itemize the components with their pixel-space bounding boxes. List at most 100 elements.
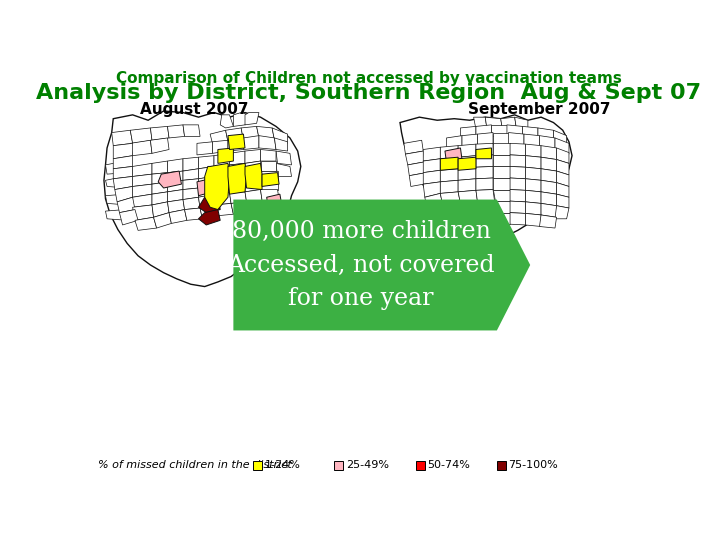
Polygon shape [197, 142, 212, 155]
Polygon shape [427, 205, 445, 221]
Bar [334, 461, 343, 470]
Polygon shape [228, 164, 246, 194]
Polygon shape [476, 125, 492, 138]
Polygon shape [458, 190, 477, 204]
Polygon shape [106, 161, 127, 174]
Polygon shape [425, 193, 443, 210]
Polygon shape [230, 151, 245, 165]
Polygon shape [112, 130, 132, 146]
Polygon shape [114, 186, 132, 202]
Polygon shape [458, 179, 476, 192]
Polygon shape [507, 125, 523, 138]
Polygon shape [168, 190, 183, 202]
Polygon shape [132, 164, 152, 177]
Polygon shape [404, 140, 423, 154]
Polygon shape [220, 115, 233, 128]
Polygon shape [168, 159, 183, 173]
Polygon shape [524, 134, 539, 147]
Polygon shape [261, 161, 276, 171]
Polygon shape [212, 140, 228, 153]
Polygon shape [228, 134, 245, 150]
Polygon shape [214, 174, 230, 186]
Polygon shape [510, 213, 526, 225]
Polygon shape [510, 201, 526, 213]
Polygon shape [441, 192, 461, 205]
Polygon shape [243, 136, 259, 150]
Polygon shape [259, 136, 276, 150]
Polygon shape [526, 144, 541, 157]
Polygon shape [215, 204, 233, 215]
Polygon shape [526, 213, 541, 226]
Polygon shape [113, 156, 132, 168]
Polygon shape [117, 197, 135, 213]
Polygon shape [228, 138, 243, 151]
Polygon shape [183, 188, 199, 200]
Polygon shape [272, 128, 287, 143]
Text: 50-74%: 50-74% [427, 460, 470, 470]
Polygon shape [445, 215, 465, 228]
Polygon shape [409, 173, 428, 186]
Polygon shape [526, 190, 541, 204]
Polygon shape [132, 184, 152, 197]
Polygon shape [485, 117, 503, 130]
Polygon shape [261, 180, 277, 190]
Polygon shape [130, 140, 152, 156]
Polygon shape [230, 164, 245, 174]
Polygon shape [262, 200, 281, 211]
Polygon shape [476, 166, 493, 179]
Polygon shape [493, 178, 510, 190]
Polygon shape [197, 179, 212, 195]
Polygon shape [477, 201, 495, 213]
Polygon shape [557, 171, 569, 186]
Polygon shape [493, 155, 510, 166]
Polygon shape [541, 157, 557, 171]
Polygon shape [132, 194, 152, 207]
Text: Analysis by District, Southern Region  Aug & Sept 07: Analysis by District, Southern Region Au… [37, 83, 701, 103]
Text: % of missed children in the district: % of missed children in the district [98, 460, 292, 470]
Polygon shape [230, 192, 246, 204]
Polygon shape [538, 128, 554, 142]
Polygon shape [510, 178, 526, 190]
Polygon shape [214, 165, 230, 177]
Polygon shape [274, 138, 287, 151]
Polygon shape [458, 156, 476, 168]
Polygon shape [423, 182, 441, 197]
Polygon shape [557, 194, 569, 208]
Polygon shape [474, 117, 487, 130]
Polygon shape [153, 213, 171, 228]
Polygon shape [261, 190, 279, 200]
Text: 25-49%: 25-49% [346, 460, 389, 470]
Text: Comparison of Children not accessed by vaccination teams: Comparison of Children not accessed by v… [116, 71, 622, 86]
Polygon shape [106, 177, 127, 188]
Polygon shape [113, 177, 132, 190]
Polygon shape [230, 182, 245, 194]
Polygon shape [218, 148, 233, 164]
Polygon shape [245, 190, 262, 202]
Polygon shape [168, 171, 183, 182]
Polygon shape [539, 136, 555, 150]
Text: 80,000 more children
Accessed, not covered
for one year: 80,000 more children Accessed, not cover… [228, 220, 495, 310]
Polygon shape [493, 143, 510, 155]
Bar [415, 461, 425, 470]
Polygon shape [557, 159, 569, 175]
Bar [253, 461, 262, 470]
Polygon shape [225, 128, 243, 142]
Polygon shape [183, 197, 200, 210]
Polygon shape [443, 204, 462, 217]
Polygon shape [493, 132, 508, 144]
Polygon shape [400, 115, 572, 238]
Polygon shape [169, 210, 187, 224]
Polygon shape [492, 125, 507, 137]
Polygon shape [495, 201, 510, 213]
Polygon shape [510, 143, 526, 156]
Polygon shape [199, 186, 214, 197]
Polygon shape [245, 161, 261, 173]
Polygon shape [508, 132, 524, 146]
Polygon shape [199, 166, 214, 179]
Polygon shape [510, 190, 526, 202]
Polygon shape [445, 148, 462, 163]
Polygon shape [266, 194, 282, 210]
Polygon shape [183, 168, 199, 180]
Polygon shape [183, 179, 199, 190]
Polygon shape [168, 180, 183, 192]
